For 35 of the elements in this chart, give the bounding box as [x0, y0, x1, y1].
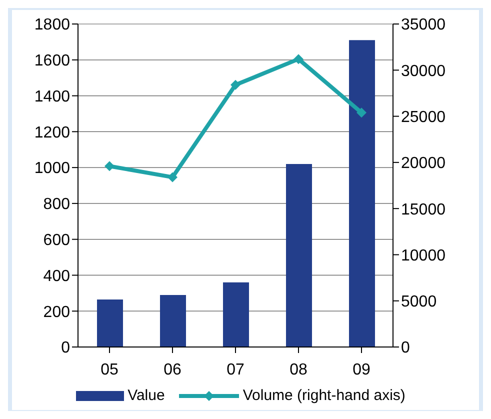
- y-tick-label: 1000: [34, 160, 70, 178]
- x-tick-label: 08: [290, 361, 308, 378]
- y-tick-label: 1400: [34, 88, 70, 106]
- y2-tick-label: 0: [401, 340, 410, 357]
- y2-tick-label: 20000: [401, 155, 446, 172]
- legend-label: Value: [126, 387, 165, 404]
- point: [230, 80, 240, 90]
- legend-label: Volume (right-hand axis): [242, 387, 406, 404]
- y2-tick-label: 10000: [401, 247, 446, 264]
- y-tick-label: 600: [43, 232, 70, 250]
- y-tick-label: 1200: [34, 124, 70, 142]
- y-tick-label: 1600: [34, 52, 70, 70]
- y-tick-label: 800: [43, 196, 70, 214]
- y-tick-label: 1800: [34, 16, 70, 34]
- x-tick-label: 05: [100, 361, 118, 378]
- point: [168, 172, 178, 182]
- y-tick-label: 0: [61, 340, 70, 357]
- bar: [160, 294, 186, 347]
- y2-tick-label: 5000: [401, 294, 437, 311]
- point: [104, 161, 114, 172]
- x-tick-label: 07: [226, 361, 244, 378]
- x-tick-label: 09: [352, 361, 370, 378]
- x-tick-label: 06: [164, 361, 182, 378]
- bar: [97, 299, 123, 347]
- y-tick-label: 400: [43, 268, 70, 285]
- point: [294, 54, 304, 64]
- y2-tick-label: 30000: [401, 62, 446, 80]
- y2-tick-label: 25000: [401, 108, 446, 126]
- bar: [349, 40, 375, 347]
- bar: [223, 282, 249, 347]
- bar: [286, 164, 312, 347]
- y-tick-label: 200: [43, 304, 70, 321]
- y2-tick-label: 35000: [401, 16, 446, 34]
- point: [356, 108, 366, 118]
- y2-tick-label: 15000: [401, 201, 446, 218]
